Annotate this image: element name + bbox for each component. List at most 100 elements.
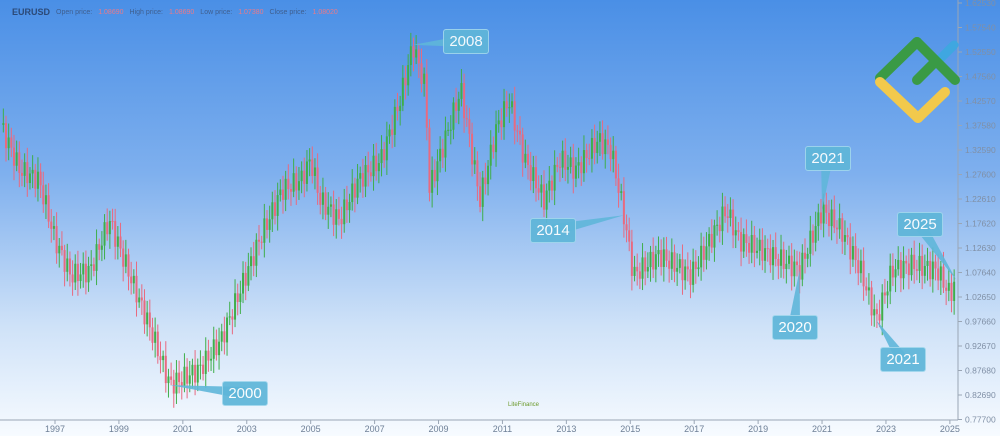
- candle-body: [748, 242, 751, 253]
- candle-body: [918, 255, 921, 271]
- candle-body: [830, 209, 833, 227]
- candle-body: [540, 184, 543, 193]
- x-tick-label: 2021: [812, 424, 832, 434]
- candle-body: [769, 248, 772, 266]
- candle-body: [52, 226, 55, 229]
- y-tick-label: 1.62530: [965, 0, 996, 8]
- candle-body: [620, 191, 623, 193]
- callout-2008: 2008: [443, 29, 489, 54]
- candle-body: [689, 269, 692, 285]
- x-tick-label: 2005: [301, 424, 321, 434]
- candle-body: [279, 189, 282, 196]
- candle-body: [412, 46, 415, 58]
- candle-body: [662, 249, 665, 267]
- candle-body: [4, 123, 7, 149]
- candle-body: [862, 260, 865, 287]
- candle-body: [449, 129, 452, 131]
- candle-body: [295, 173, 298, 191]
- candle-body: [407, 65, 410, 86]
- candle-body: [135, 275, 138, 303]
- candle-body: [931, 261, 934, 280]
- candle-body: [532, 167, 535, 181]
- candle-body: [268, 219, 271, 230]
- candle-body: [82, 263, 85, 275]
- candle-body: [657, 249, 660, 255]
- candle-body: [604, 139, 607, 155]
- candle-body: [923, 265, 926, 276]
- candle-body: [947, 282, 950, 291]
- candle-body: [10, 137, 13, 148]
- candle-body: [811, 230, 814, 243]
- candle-body: [367, 164, 370, 173]
- candle-body: [28, 173, 31, 184]
- candle-body: [231, 316, 234, 320]
- close-value: 1.08020: [312, 8, 338, 16]
- candle-body: [697, 267, 700, 270]
- candle-body: [833, 209, 836, 228]
- candle-body: [194, 364, 197, 383]
- candle-body: [665, 249, 668, 261]
- candle-body: [756, 250, 759, 253]
- candle-body: [348, 202, 351, 211]
- x-tick-label: 2001: [173, 424, 193, 434]
- candle-body: [439, 148, 442, 162]
- candle-body: [705, 246, 708, 260]
- candle-body: [788, 255, 791, 264]
- candle-body: [481, 177, 484, 207]
- candle-body: [654, 254, 657, 270]
- candle-body: [103, 222, 106, 246]
- candle-body: [660, 249, 663, 267]
- candle-body: [479, 186, 482, 207]
- candle-body: [750, 234, 753, 253]
- candle-body: [556, 164, 559, 167]
- candle-body: [550, 180, 553, 191]
- candle-body: [492, 144, 495, 153]
- candle-body: [7, 137, 10, 149]
- candle-body: [809, 230, 812, 254]
- candle-body: [444, 130, 447, 158]
- candle-body: [98, 244, 101, 250]
- candle-body: [929, 260, 932, 280]
- candle-body: [247, 266, 250, 286]
- candle-body: [316, 167, 319, 193]
- candle-body: [76, 263, 79, 282]
- candle-body: [726, 216, 729, 218]
- candle-body: [822, 204, 825, 224]
- candle-body: [761, 239, 764, 261]
- candle-body: [841, 218, 844, 242]
- candle-body: [886, 291, 889, 296]
- candle-body: [44, 195, 47, 205]
- candle-body: [12, 147, 15, 166]
- candle-body: [23, 162, 26, 176]
- candle-body: [180, 382, 183, 386]
- candle-body: [897, 259, 900, 270]
- candle-body: [516, 130, 519, 132]
- candle-body: [710, 233, 713, 248]
- candle-body: [891, 265, 894, 278]
- y-tick-label: 1.17620: [965, 219, 996, 229]
- candle-body: [859, 260, 862, 274]
- candle-body: [553, 164, 556, 191]
- candle-body: [921, 255, 924, 276]
- candle-body: [210, 358, 213, 361]
- candle-body: [383, 149, 386, 161]
- candle-body: [878, 314, 881, 321]
- candle-body: [542, 184, 545, 210]
- candle-body: [162, 355, 165, 361]
- callout-2021-high: 2021: [805, 146, 851, 171]
- y-tick-label: 1.37580: [965, 121, 996, 131]
- candle-body: [953, 281, 956, 301]
- candle-body: [851, 246, 854, 260]
- candle-body: [881, 292, 884, 321]
- candle-body: [487, 165, 490, 185]
- candle-body: [766, 248, 769, 250]
- candle-body: [100, 245, 103, 250]
- candle-body: [681, 259, 684, 281]
- candle-body: [79, 274, 82, 282]
- candle-body: [644, 257, 647, 272]
- x-tick-label: 2025: [940, 424, 960, 434]
- candle-body: [713, 225, 716, 248]
- candle-body: [636, 266, 639, 272]
- x-tick-label: 2017: [684, 424, 704, 434]
- candle-body: [937, 268, 940, 281]
